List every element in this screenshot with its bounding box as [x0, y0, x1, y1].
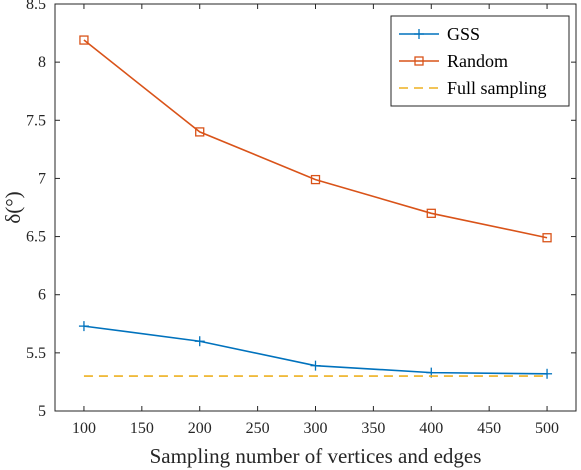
series-gss [78, 321, 553, 379]
data-point [194, 336, 205, 347]
data-point [78, 321, 89, 332]
x-tick-label: 450 [477, 420, 501, 437]
data-point [414, 29, 424, 39]
x-tick-label: 100 [72, 420, 96, 437]
y-tick-label: 8.5 [26, 0, 46, 13]
data-point [79, 35, 89, 45]
legend-item: GSS [399, 24, 480, 44]
x-tick-label: 500 [535, 420, 559, 437]
y-axis-label: δ(°) [1, 191, 25, 223]
series-layer [78, 35, 553, 379]
y-tick-label: 5.5 [26, 345, 46, 362]
data-point [542, 233, 552, 243]
x-tick-label: 300 [304, 420, 328, 437]
x-tick-label: 250 [246, 420, 270, 437]
x-tick-label: 400 [419, 420, 443, 437]
y-tick-label: 5 [38, 403, 46, 420]
data-point [542, 368, 553, 379]
data-point [426, 208, 436, 218]
data-point [414, 56, 424, 66]
legend-item: Full sampling [399, 78, 547, 98]
legend-label: Full sampling [447, 78, 547, 98]
x-tick-label: 200 [188, 420, 212, 437]
series-random [79, 35, 552, 243]
y-tick-label: 7.5 [26, 112, 46, 129]
x-tick-label: 350 [361, 420, 385, 437]
x-axis-label: Sampling number of vertices and edges [150, 444, 482, 468]
x-tick-label: 150 [130, 420, 154, 437]
legend: GSS Random Full sampling [390, 15, 570, 107]
y-tick-label: 6.5 [26, 229, 46, 246]
data-point [195, 127, 205, 137]
legend-label: GSS [447, 24, 480, 44]
axes-layer: 100 150 200 250 300 350 400 450 500 5 5.5 6 6.5 7 7.5 8… [26, 0, 577, 437]
y-tick-label: 7 [38, 170, 46, 187]
y-tick-label: 6 [38, 287, 46, 304]
y-tick-label: 8 [38, 54, 46, 71]
legend-label: Random [447, 51, 508, 71]
series-line [83, 39, 548, 239]
data-point [310, 360, 321, 371]
data-point [310, 174, 321, 185]
legend-item: Random [399, 51, 508, 71]
